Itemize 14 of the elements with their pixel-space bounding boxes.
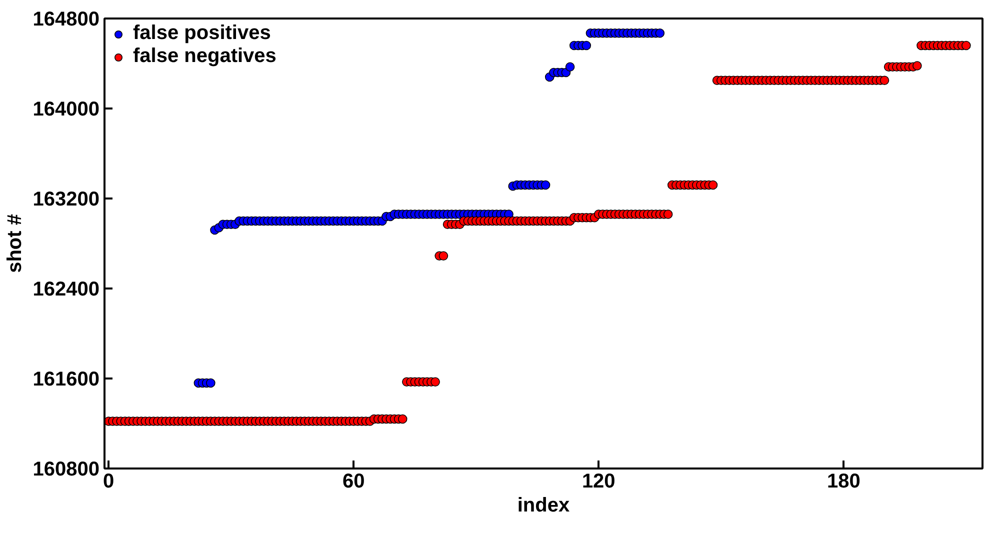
x-tick-label: 120 — [582, 470, 616, 492]
legend-label: false negatives — [133, 45, 276, 68]
y-tick-label: 163200 — [32, 188, 100, 210]
y-tick-label: 161600 — [32, 368, 100, 390]
x-tick-label: 60 — [342, 470, 365, 492]
x-tick-label: 0 — [103, 470, 114, 492]
y-tick-label: 160800 — [32, 458, 100, 480]
legend-label: false positives — [133, 22, 271, 45]
y-axis-title: shot # — [4, 214, 26, 273]
y-tick-label: 164800 — [32, 8, 100, 30]
x-axis-title: index — [517, 494, 570, 516]
y-tick-label: 164000 — [32, 98, 100, 120]
y-tick-label: 162400 — [32, 278, 100, 300]
x-tick-label: 180 — [826, 470, 860, 492]
